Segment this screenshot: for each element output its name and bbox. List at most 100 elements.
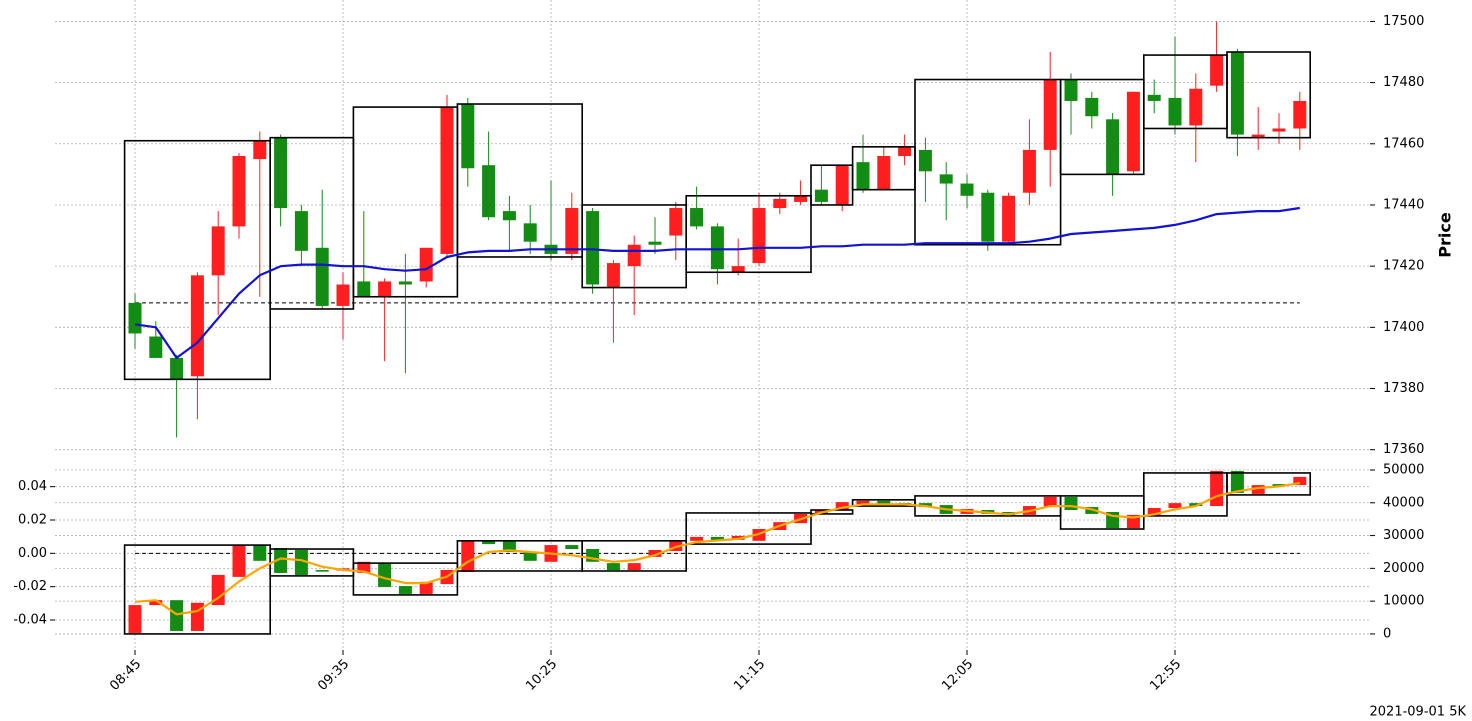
range-box: [456, 540, 583, 572]
candle-body: [482, 165, 496, 218]
moving-average-line: [134, 206, 1300, 359]
candle-body: [419, 247, 433, 282]
candle-body: [274, 548, 288, 573]
candle-body: [1230, 52, 1244, 135]
candle-body: [690, 536, 704, 541]
candle-body: [1147, 508, 1161, 515]
candle-body: [648, 550, 662, 557]
candle-body: [1064, 496, 1078, 510]
candle-body: [606, 563, 620, 570]
candle-body: [149, 600, 163, 606]
candle-body: [294, 550, 308, 576]
candle-body: [253, 140, 267, 160]
candle-body: [794, 195, 808, 202]
candle-body: [461, 540, 475, 572]
candle-body: [939, 174, 953, 184]
candle-body: [1002, 195, 1016, 242]
candle-body: [918, 149, 932, 172]
candle-body: [710, 536, 724, 541]
candle-body: [877, 500, 891, 505]
candle-body: [565, 545, 579, 550]
y2-tick-label: 0: [1383, 626, 1391, 641]
x-tick-label: 12:55: [1147, 657, 1184, 694]
range-box: [123, 544, 272, 635]
candle-body: [211, 574, 225, 606]
x-tick-label: 11:15: [731, 657, 768, 694]
candle-body: [773, 198, 787, 209]
candle-body: [315, 247, 329, 306]
y-tick-label: 17440: [1383, 197, 1424, 212]
candle-body: [856, 500, 870, 505]
candle-body: [648, 241, 662, 245]
x-tick-label: 09:35: [315, 657, 352, 694]
candle-body: [1106, 119, 1120, 175]
candle-body: [1272, 128, 1286, 132]
candle-body: [1230, 470, 1244, 493]
candle-body: [274, 137, 288, 209]
candle-body: [1043, 496, 1057, 508]
candle-body: [627, 244, 641, 267]
candle-body: [752, 208, 766, 264]
x-tick-label: 08:45: [107, 657, 144, 694]
candle-body: [960, 183, 974, 196]
candle-body: [378, 563, 392, 588]
y2-tick-label: 40000: [1383, 495, 1424, 510]
candle-body: [690, 208, 704, 227]
candle-body: [253, 545, 267, 561]
candle-body: [1022, 149, 1036, 193]
candle-body: [502, 211, 516, 221]
candle-body: [1043, 79, 1057, 150]
candle-body: [149, 336, 163, 358]
candle-body: [378, 281, 392, 297]
candle-body: [1251, 134, 1265, 138]
candle-body: [502, 540, 516, 552]
y-tick-label: 17400: [1383, 320, 1424, 335]
candle-body: [981, 192, 995, 242]
x-tick-label: 10:25: [523, 657, 560, 694]
candle-body: [586, 211, 600, 285]
candle-body: [565, 208, 579, 254]
candle-body: [398, 281, 412, 285]
candle-body: [336, 284, 350, 306]
y-tick-label: -0.02: [13, 579, 47, 594]
candle-body: [856, 162, 870, 190]
y-tick-label: 17380: [1383, 381, 1424, 396]
candle-body: [419, 581, 433, 594]
candle-body: [1064, 79, 1078, 101]
candle-body: [1272, 484, 1286, 487]
candle-body: [315, 570, 329, 572]
moving-average-line: [134, 482, 1300, 616]
caption: 2021-09-01 5K: [1370, 705, 1467, 720]
candle-body: [523, 223, 537, 242]
y-axis-label: Price: [1436, 212, 1455, 258]
candle-body: [1147, 94, 1161, 101]
candle-body: [1085, 507, 1099, 514]
y2-tick-label: 20000: [1383, 561, 1424, 576]
candle-body: [482, 540, 496, 545]
y-tick-label: 17460: [1383, 136, 1424, 151]
candle-body: [1210, 470, 1224, 507]
candle-body: [1293, 476, 1307, 486]
range-box: [685, 194, 812, 274]
range-box: [1226, 51, 1311, 139]
candle-body: [1168, 503, 1182, 509]
y-tick-label: 17420: [1383, 259, 1424, 274]
range-box: [1226, 472, 1311, 496]
candle-body: [1251, 485, 1265, 494]
candle-body: [1189, 88, 1203, 126]
candle-body: [1189, 503, 1203, 507]
candle-body: [877, 156, 891, 190]
candle-body: [170, 357, 184, 380]
y-tick-label: 0.00: [18, 546, 47, 561]
candle-body: [232, 545, 246, 577]
candle-body: [357, 561, 371, 573]
candle-body: [211, 226, 225, 276]
y-tick-label: 17360: [1383, 442, 1424, 457]
y2-tick-label: 30000: [1383, 528, 1424, 543]
candle-body: [170, 600, 184, 631]
y2-tick-label: 10000: [1383, 594, 1424, 609]
candle-body: [294, 211, 308, 251]
candle-body: [898, 146, 912, 157]
candle-body: [190, 275, 204, 377]
